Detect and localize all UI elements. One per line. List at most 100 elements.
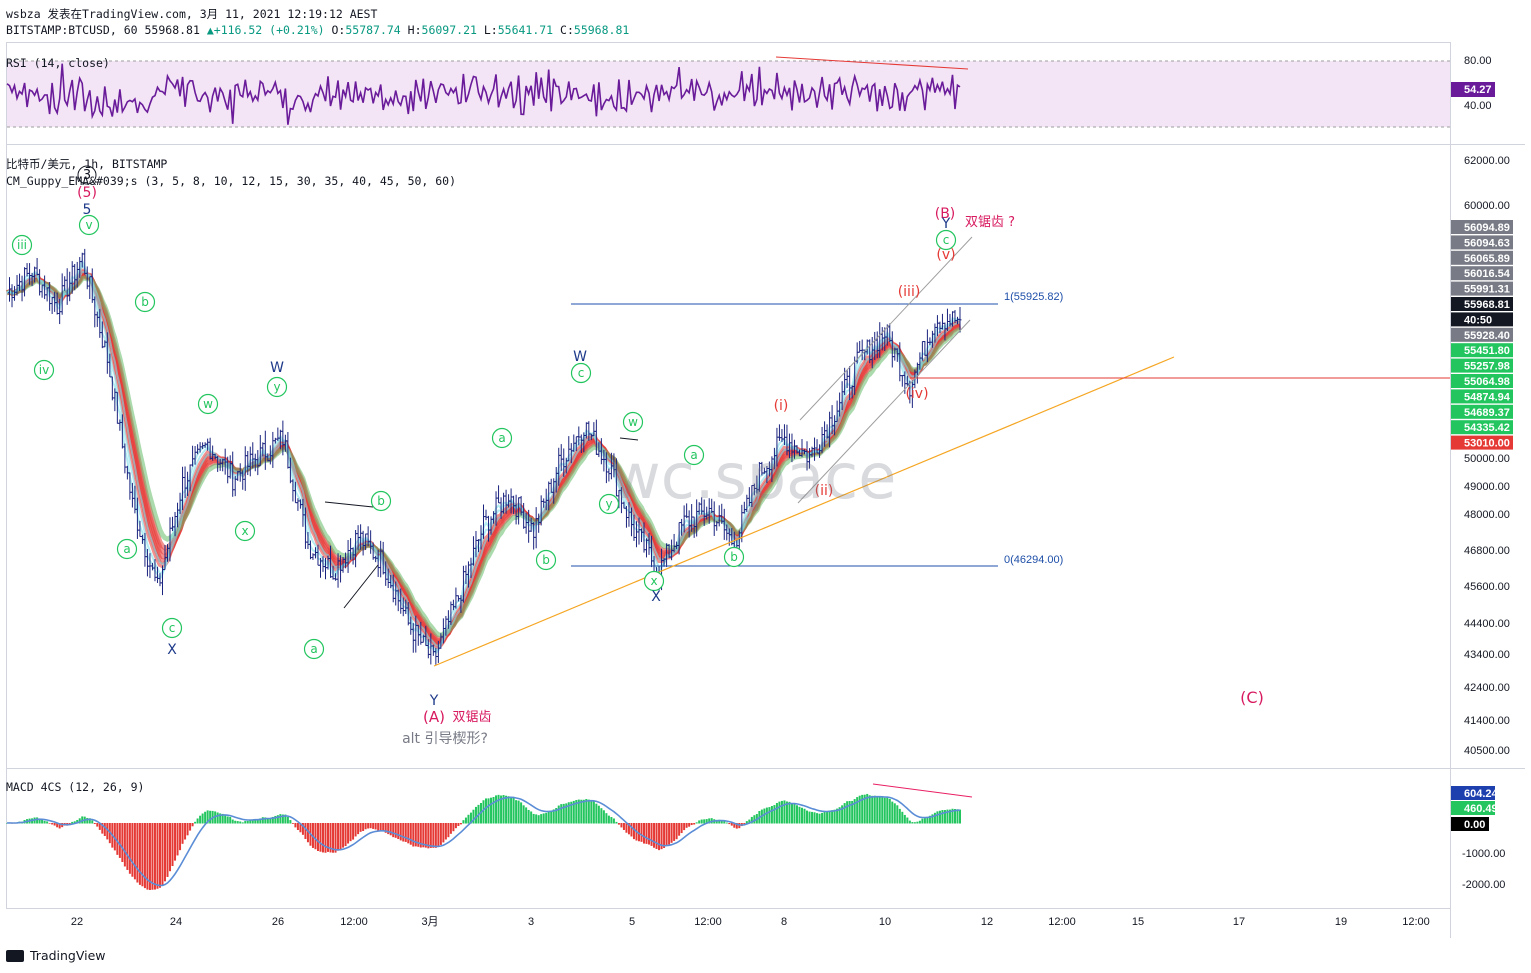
- time-tick: 26: [272, 916, 284, 928]
- wave-labels: iii v iv b a c w x y b a a c b y w x a b c 3 (5)5 W X W X Y (i) (ii)…: [11, 165, 1264, 747]
- macd-bar: [467, 814, 470, 824]
- macd-tick: -1000.00: [1462, 848, 1505, 860]
- macd-bar: [444, 823, 447, 840]
- macd-bar: [38, 818, 41, 824]
- macd-bar: [793, 803, 796, 824]
- macd-bar: [442, 823, 445, 843]
- macd-bar: [821, 812, 824, 824]
- macd-bar: [542, 813, 545, 824]
- wave-label-plain: (ii): [815, 483, 834, 499]
- rsi-series: [6, 63, 961, 125]
- price-badge: 54874.94: [1464, 391, 1511, 403]
- time-tick: 8: [781, 916, 787, 928]
- wave-label-circle: [78, 214, 100, 236]
- macd-bar: [339, 823, 342, 850]
- macd-bar: [73, 821, 76, 824]
- macd-bar: [600, 808, 603, 824]
- macd-bar: [321, 823, 324, 853]
- macd-bar: [377, 823, 380, 831]
- wave-label: b: [730, 550, 738, 564]
- macd-bar: [449, 823, 452, 834]
- price-badge: 56016.54: [1464, 268, 1511, 280]
- wave-label-circle: [535, 549, 557, 571]
- footer[interactable]: TradingView: [6, 948, 106, 963]
- macd-bar: [750, 816, 753, 824]
- wave-label: a: [310, 642, 317, 656]
- macd-bar: [143, 823, 146, 889]
- time-tick: 12:00: [1048, 916, 1076, 928]
- watermark: wc.space: [610, 440, 897, 513]
- macd-bar: [236, 821, 239, 824]
- macd-bar: [700, 819, 703, 824]
- macd-bar: [627, 823, 630, 835]
- macd-bar: [763, 808, 766, 824]
- main-title[interactable]: 比特币/美元, 1h, BITSTAMP: [6, 157, 168, 171]
- macd-bar: [271, 816, 274, 824]
- price-badge-bg: [1451, 220, 1513, 234]
- macd-bar: [720, 820, 723, 824]
- wave-label-plain: Y: [429, 693, 439, 709]
- macd-bar: [555, 808, 558, 824]
- rsi-title[interactable]: RSI (14, close): [6, 56, 110, 70]
- macd-bar: [783, 800, 786, 824]
- macd-bar: [725, 822, 728, 824]
- indicator-title[interactable]: CM_Guppy_EMA&#039;s (3, 5, 8, 10, 12, 15…: [6, 174, 457, 188]
- macd-bar: [169, 823, 172, 872]
- macd-bar: [678, 823, 681, 836]
- price-tick: 60000.00: [1464, 200, 1510, 212]
- macd-bar: [91, 820, 94, 824]
- macd-bar: [186, 823, 189, 836]
- rsi-badge-bg: [1451, 82, 1495, 97]
- price-badge-bg: [1451, 389, 1513, 404]
- macd-bar: [304, 823, 307, 839]
- orange-trendline[interactable]: [433, 356, 1175, 667]
- wave-label-circle: [266, 376, 288, 398]
- macd-bar: [281, 814, 284, 824]
- signal-badge: 460.49: [1464, 803, 1498, 815]
- macd-bar: [472, 809, 475, 824]
- macd-bar: [301, 823, 304, 835]
- macd-bar: [41, 819, 44, 824]
- macd-bar: [474, 806, 477, 824]
- macd-bar: [841, 805, 844, 824]
- macd-bar: [141, 823, 144, 887]
- macd-bar: [708, 818, 711, 824]
- macd-bar: [344, 823, 347, 847]
- macd-bar: [118, 823, 121, 858]
- macd-bar: [502, 795, 505, 824]
- macd-bar: [251, 819, 254, 824]
- symbol[interactable]: BITSTAMP:BTCUSD, 60: [6, 23, 138, 37]
- time-tick: 22: [71, 916, 83, 928]
- macd-bar: [660, 823, 663, 850]
- macd-bar: [595, 803, 598, 824]
- wave-label-plain: (B): [935, 206, 956, 222]
- macd-bar: [407, 823, 410, 844]
- price-tick: 43400.00: [1464, 649, 1510, 661]
- macd-bar: [93, 823, 96, 825]
- wave-label-circle: [935, 229, 957, 251]
- macd-bar: [201, 813, 204, 824]
- macd-bar: [801, 807, 804, 824]
- macd-bar: [881, 797, 884, 824]
- macd-bar: [56, 823, 59, 828]
- macd-bar: [878, 796, 881, 824]
- macd-bar: [728, 823, 731, 825]
- macd-bar: [655, 823, 658, 849]
- macd-bar: [695, 822, 698, 824]
- macd-bar: [898, 808, 901, 824]
- macd-title[interactable]: MACD 4CS (12, 26, 9): [6, 780, 145, 794]
- macd-bar: [557, 805, 560, 824]
- price-badge-bg: [1451, 297, 1513, 311]
- macd-bar: [485, 798, 488, 824]
- wave-label-plain: Y: [941, 216, 951, 232]
- rsi-badge: 54.27: [1464, 84, 1492, 96]
- macd-bar: [327, 823, 330, 852]
- macd-bar: [883, 797, 886, 824]
- macd-bar: [316, 823, 319, 852]
- macd-bar: [873, 795, 876, 824]
- wave-label-circle: [570, 362, 592, 384]
- macd-bar: [362, 823, 365, 831]
- wave-annotation: (A): [423, 708, 445, 726]
- macd-bar: [409, 823, 412, 845]
